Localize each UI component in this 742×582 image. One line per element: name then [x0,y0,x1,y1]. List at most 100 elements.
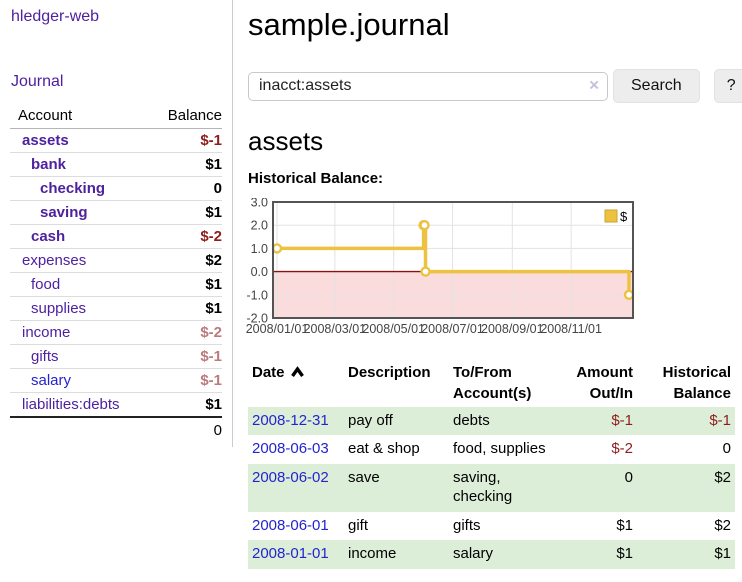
account-row: bank $1 [10,152,222,177]
chart-ytick-label: 2.0 [251,219,268,233]
search-form: × Search ? [248,69,742,104]
sidebar-item-journal[interactable]: Journal [11,73,64,90]
search-input[interactable] [248,71,608,101]
transaction-row: 2008-12-31 pay off debts $-1 $-1 [248,406,735,436]
transaction-date-link[interactable]: 2008-06-01 [252,516,329,534]
transaction-description: income [348,545,397,563]
sidebar-account-link[interactable]: food [31,276,61,293]
clear-search-icon[interactable]: × [589,75,599,95]
help-button[interactable]: ? [713,69,742,104]
transaction-accounts: salary [453,545,494,563]
account-row: gifts $-1 [10,344,222,369]
transaction-date-link[interactable]: 2008-01-01 [252,545,329,563]
transaction-row: 2008-01-01 income salary $1 $1 [248,540,735,569]
account-row: salary $-1 [10,368,222,393]
sidebar-account-link[interactable]: cash [31,228,66,245]
account-row: food $1 [10,272,222,297]
chart-ytick-label: -2.0 [246,312,268,326]
chart-point [271,243,283,255]
main-panel: sample.journal × Search ? assets Histori… [240,0,742,569]
transaction-date-link[interactable]: 2008-12-31 [252,411,329,429]
transaction-row: 2008-06-02 save saving, checking 0 $2 [248,463,735,512]
transaction-accounts: saving, checking [453,468,513,506]
account-balance: $2 [151,248,222,273]
account-balance: $1 [151,272,222,297]
sidebar-account-link[interactable]: supplies [31,300,87,317]
column-header-balance: Historical Balance [662,364,731,402]
chart-title: Historical Balance: [248,169,384,187]
app-title-link[interactable]: hledger-web [11,8,100,25]
search-button[interactable]: Search [613,69,700,104]
account-heading: assets [248,126,324,157]
account-row: liabilities:debts $1 [10,392,222,417]
search-input-wrap: × [248,71,608,101]
transaction-row: 2008-06-01 gift gifts $1 $2 [248,512,735,541]
sidebar-account-link[interactable]: checking [40,180,106,197]
accounts-table: Account Balance assets $-1 bank $1 checking 0… [10,104,222,442]
transaction-accounts: food, supplies [453,440,546,458]
sort-ascending-icon [290,366,304,378]
sidebar-account-link[interactable]: bank [31,156,67,173]
transaction-balance: $2 [714,516,731,534]
register-header-row: Date Description To/From Account(s) Amou… [248,360,735,407]
transaction-date-link[interactable]: 2008-06-03 [252,440,329,458]
chart-xtick-label: 2008/01/01 [246,322,309,336]
transaction-description: pay off [348,411,393,429]
account-balance: $1 [151,392,222,417]
accounts-header-account: Account [10,104,152,129]
chart-ytick-label: 0.0 [251,266,268,280]
column-header-accounts: To/From Account(s) [453,364,532,402]
account-balance: $-1 [200,132,222,149]
sidebar-account-link[interactable]: liabilities:debts [22,396,120,413]
chart-point [623,290,635,301]
transaction-amount: 0 [624,468,633,486]
date-header-label: Date [252,364,285,382]
column-header-description: Description [348,364,431,382]
chart-xtick-label: 2008/03/01 [304,322,367,336]
account-balance: $-1 [151,344,222,369]
account-balance: 0 [151,176,222,201]
transaction-row: 2008-06-03 eat & shop food, supplies $-2 0 [248,435,735,464]
accounts-table-body: assets $-1 bank $1 checking 0 saving $1 cash $-2 e… [10,129,222,417]
column-header-amount: Amount Out/In [576,364,633,402]
transaction-balance: $-1 [709,411,731,429]
sidebar-account-link[interactable]: saving [40,204,88,221]
transaction-accounts: gifts [453,516,481,534]
transaction-amount: $-1 [611,411,633,429]
transaction-balance: 0 [722,440,731,458]
accounts-total-row: 0 [10,416,222,442]
account-row: expenses $2 [10,248,222,273]
chart-xtick-label: 2008/09/01 [481,322,544,336]
account-balance: $1 [151,200,222,225]
sidebar-account-link[interactable]: expenses [22,252,87,269]
sidebar-account-link[interactable]: income [22,324,71,341]
sidebar-account-link[interactable]: salary [31,372,72,389]
accounts-header-row: Account Balance [10,104,222,129]
transaction-accounts: debts [453,411,490,429]
account-balance: $-2 [151,224,222,249]
chart-xtick-label: 2008/07/01 [421,322,484,336]
chart-ytick-label: 1.0 [251,242,268,256]
chart-point [420,266,431,278]
transaction-amount: $-2 [611,440,633,458]
transaction-amount: $1 [616,516,633,534]
chart-xtick-label: 2008/11/01 [540,322,602,336]
balance-chart: $3.0 2.0 1.0 0.0 -1.0 -2.02008/01/012008/03/0… [246,198,635,336]
accounts-total-value: 0 [151,416,222,442]
account-row: saving $1 [10,200,222,225]
chart-xtick-label: 2008/05/01 [362,322,425,336]
register-table: Date Description To/From Account(s) Amou… [248,360,735,569]
sidebar-account-link[interactable]: gifts [31,348,59,365]
transaction-date-link[interactable]: 2008-06-02 [252,468,329,486]
transaction-description: eat & shop [348,440,420,458]
chart-legend-label: $ [620,209,628,224]
transaction-description: gift [348,516,369,534]
sidebar-account-link[interactable]: assets [22,132,69,149]
accounts-total-spacer [10,416,152,442]
account-row: assets $-1 [10,129,222,153]
column-header-date[interactable]: Date [248,360,344,407]
account-balance: $1 [151,152,222,177]
transaction-description: save [348,468,380,486]
chart-point [419,220,430,231]
